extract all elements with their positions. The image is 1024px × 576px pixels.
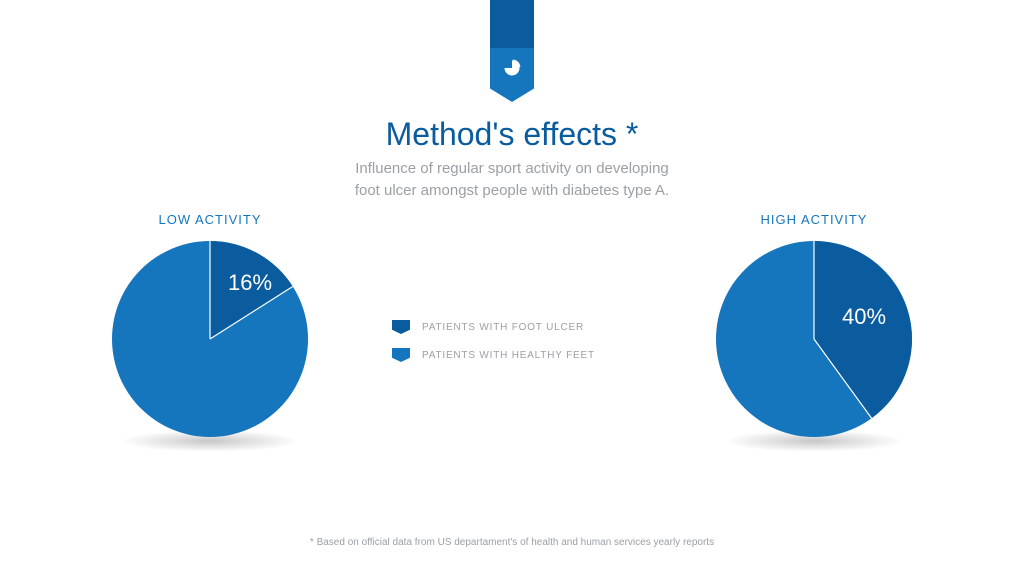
legend: PATIENTS WITH FOOT ULCER PATIENTS WITH H… bbox=[392, 320, 632, 376]
legend-swatch-ulcer bbox=[392, 320, 410, 334]
page-title: Method's effects * bbox=[0, 116, 1024, 153]
pie-percent-left: 16% bbox=[228, 270, 272, 296]
pie-svg-right bbox=[714, 239, 914, 439]
pie-svg-left bbox=[110, 239, 310, 439]
legend-swatch-healthy bbox=[392, 348, 410, 362]
legend-item: PATIENTS WITH HEALTHY FEET bbox=[392, 348, 632, 362]
pie-label-left: LOW ACTIVITY bbox=[100, 212, 320, 227]
header-badge bbox=[490, 48, 534, 102]
legend-label-healthy: PATIENTS WITH HEALTHY FEET bbox=[422, 350, 595, 361]
pie-percent-right: 40% bbox=[842, 304, 886, 330]
pie-chart-high-activity: HIGH ACTIVITY 40% bbox=[704, 212, 924, 444]
footnote: * Based on official data from US departa… bbox=[0, 537, 1024, 548]
pie-label-right: HIGH ACTIVITY bbox=[704, 212, 924, 227]
pie-chart-low-activity: LOW ACTIVITY 16% bbox=[100, 212, 320, 444]
page-subtitle: Influence of regular sport activity on d… bbox=[342, 158, 682, 202]
legend-label-ulcer: PATIENTS WITH FOOT ULCER bbox=[422, 322, 584, 333]
pie-chart-icon bbox=[502, 58, 522, 78]
legend-item: PATIENTS WITH FOOT ULCER bbox=[392, 320, 632, 334]
